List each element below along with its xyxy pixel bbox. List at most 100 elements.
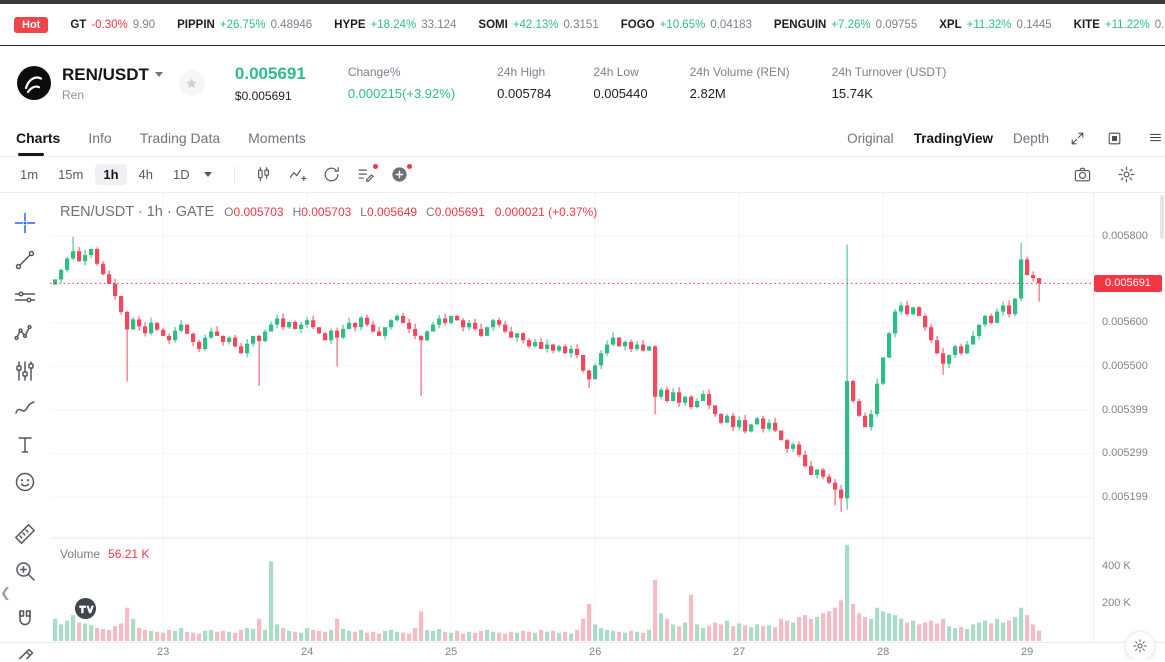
ticker-symbol: XPL [939,18,962,31]
stat-24h-volume-ren-: 24h Volume (REN) 2.82M [690,65,790,101]
view-mode-depth[interactable]: Depth [1012,130,1049,146]
price-axis-label: 0.005299 [1102,447,1148,460]
tradingview-logo[interactable] [74,597,97,620]
stat-value: 2.82M [689,86,726,101]
drawing-toolbar [0,193,50,659]
ticker-item-fogo[interactable]: FOGO +10.65% 0.04183 [621,19,752,31]
coin-logo [17,66,51,100]
change-stat: Change% 0.000215(+3.92%) [348,65,455,101]
ticker-change: +18.24% [370,18,417,31]
ticker-change: +7.26% [831,18,871,31]
hot-badge: Hot [14,16,49,33]
pattern-tool-icon[interactable] [13,322,37,346]
stat-value: 0.005784 [497,86,552,101]
ticker-item-xpl[interactable]: XPL +11.32% 0.1445 [939,19,1051,31]
ticker-list: GT -0.30% 9.90 PIPPIN +26.75% 0.48946 HYPE +18.… [70,19,1165,31]
scrollbar-thumb[interactable] [1160,195,1164,239]
price-axis-label: 0.005399 [1102,403,1148,416]
time-axis-label: 28 [876,646,890,658]
ticker-price: 0.3151 [563,18,599,31]
top-dark-strip [0,0,1165,4]
ticker-symbol: SOMI [478,18,508,31]
zoom-tool-icon[interactable] [13,559,37,583]
layout-grid-icon[interactable] [1106,130,1123,147]
gear-icon[interactable] [1111,162,1141,188]
view-mode-original[interactable]: Original [847,130,894,146]
price-axis-label: 0.005600 [1102,316,1148,329]
candles-icon[interactable] [249,162,279,188]
last-price-tag: 0.005691 [1094,274,1162,292]
ohlc-h: H0.005703 [292,205,352,219]
ohlc-c: C0.005691 [426,205,485,219]
camera-icon[interactable] [1067,162,1097,188]
sliders-tool-icon[interactable] [13,359,37,383]
ticker-item-pippin[interactable]: PIPPIN +26.75% 0.48946 [177,19,312,31]
crosshair-tool-icon[interactable] [13,211,37,235]
price-axis[interactable]: 0.005800 0.005600 0.005500 0.005399 0.005299… [1094,193,1165,642]
ticker-change: +26.75% [219,18,266,31]
ticker-price: 33.124 [421,18,457,31]
magnet-tool-icon[interactable] [13,608,37,632]
ruler-tool-icon[interactable] [13,522,37,546]
interval-1d[interactable]: 1D [173,167,190,182]
fiat-price: $0.005691 [234,88,292,103]
chart-symbol-title: REN/USDT · 1h · GATE [60,204,215,220]
interval-1h[interactable]: 1h [95,164,127,185]
ticker-item-kite[interactable]: KITE +11.22% 0.13911 [1074,19,1165,31]
price-axis-label: 0.005199 [1102,490,1148,503]
ticker-item-hype[interactable]: HYPE +18.24% 33.124 [334,19,456,31]
ticker-change: +10.65% [659,18,706,31]
view-mode-tradingview[interactable]: TradingView [913,130,993,146]
indicators-icon[interactable] [283,162,313,188]
fullscreen-expand-icon[interactable] [1069,130,1086,147]
brush-tool-icon[interactable] [13,396,37,420]
ohlc-l: L0.005649 [360,205,418,219]
chart-title-bar: REN/USDT · 1h · GATE O0.005703 H0.005703 L… [60,204,597,220]
change-label: Change% [347,65,401,79]
ohlc-o: O0.005703 [224,205,284,219]
ticker-symbol: PENGUIN [773,18,827,31]
tabs-right: Original TradingView Depth [847,130,1149,147]
ticker-item-penguin[interactable]: PENGUIN +7.26% 0.09755 [774,19,917,31]
template-icon[interactable] [351,162,381,188]
favorite-button[interactable] [178,70,205,96]
ticker-symbol: GT [70,18,87,31]
interval-dropdown-caret-icon[interactable] [203,172,212,177]
trendline-tool-icon[interactable] [13,248,37,272]
time-axis[interactable]: 23 24 25 26 27 28 29 [0,642,1165,659]
interval-4h[interactable]: 4h [138,167,153,182]
candle-change-text: 0.000021 (+0.37%) [494,205,598,219]
collapse-toolbar-icon[interactable]: ❮ [0,585,11,600]
refresh-icon[interactable] [317,162,347,188]
emoji-tool-icon[interactable] [13,470,37,494]
pair-selector[interactable]: REN/USDT [62,65,163,85]
ticker-price: 9.90 [132,18,156,31]
tab-moments[interactable]: Moments [248,130,306,146]
stat-label: 24h Volume (REN) [689,65,790,79]
ticker-item-gt[interactable]: GT -0.30% 9.90 [70,19,155,31]
tab-charts[interactable]: Charts [16,120,60,156]
pencil-tool-icon[interactable] [13,645,37,659]
tab-trading-data[interactable]: Trading Data [139,130,221,146]
ticker-symbol: PIPPIN [177,18,215,31]
right-edge-menu-icon[interactable] [1148,130,1163,145]
pair-name: REN/USDT [62,64,149,84]
horizontal-line-tool-icon[interactable] [13,285,37,309]
text-tool-icon[interactable] [13,433,37,457]
toolbar-icons [249,162,415,188]
chart-toolbar: 1m 15m 1h 4h 1D [0,157,1165,193]
ticker-item-somi[interactable]: SOMI +42.13% 0.3151 [478,19,598,31]
stat-24h-high: 24h High 0.005784 [497,65,551,101]
add-icon[interactable] [385,162,415,188]
coin-name: Ren [62,87,85,102]
volume-axis-label: 200 K [1102,597,1131,609]
candlestick-chart[interactable] [50,193,1093,659]
price-axis-label: 0.005800 [1102,229,1148,242]
interval-1m[interactable]: 1m [20,167,39,182]
chart-settings-floating-button[interactable] [1125,631,1155,659]
view-modes: Original TradingView Depth [847,131,1049,146]
toolbar-right-icons [1067,162,1155,188]
tab-info[interactable]: Info [88,130,112,146]
interval-15m[interactable]: 15m [58,167,84,182]
